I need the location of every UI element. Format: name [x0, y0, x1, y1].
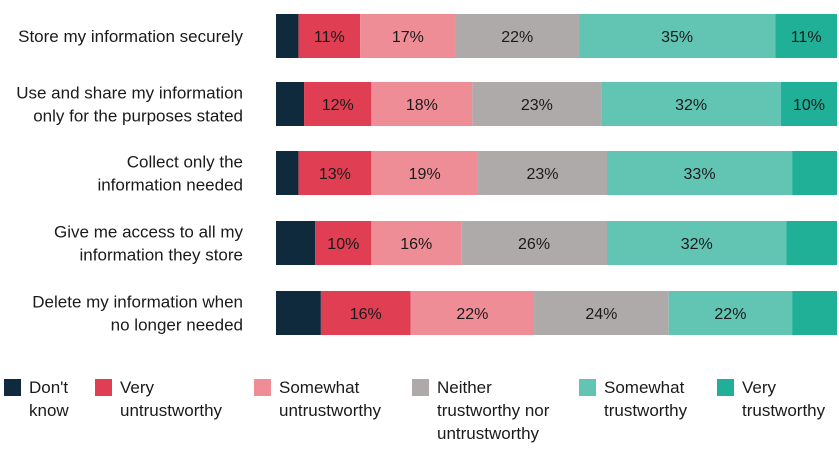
bar-segment	[320, 291, 411, 335]
bar-segment	[606, 221, 787, 265]
bar-segment	[410, 291, 535, 335]
bar-segment	[606, 151, 793, 195]
legend-item-neither: Neither trustworthy nor untrustworthy	[412, 376, 549, 445]
legend: Don't know Very untrustworthy Somewhat u…	[0, 376, 839, 452]
data-label: 24%	[585, 306, 617, 323]
legend-item-very-untrustworthy: Very untrustworthy	[95, 376, 222, 422]
data-label: 32%	[681, 236, 713, 253]
category-label: Collect only the information needed	[97, 153, 243, 195]
bar-segment	[276, 82, 305, 126]
category-label: Delete my information when no longer need…	[32, 293, 243, 335]
legend-label: Neither trustworthy nor untrustworthy	[437, 378, 550, 443]
bar-segment	[775, 14, 837, 58]
bar-segment	[792, 291, 837, 335]
legend-swatch	[412, 379, 429, 396]
data-label: 23%	[521, 97, 553, 114]
data-label: 22%	[714, 306, 746, 323]
bar-segment	[578, 14, 776, 58]
legend-label: Somewhat untrustworthy	[279, 378, 382, 420]
data-label: 17%	[392, 29, 424, 46]
legend-swatch	[579, 379, 596, 396]
data-label: 10%	[327, 236, 359, 253]
bar-segment	[360, 14, 456, 58]
bar-segment	[276, 221, 316, 265]
legend-item-very-trustworthy: Very trustworthy	[717, 376, 825, 422]
bar-segment	[455, 14, 579, 58]
bar-segment	[371, 82, 473, 126]
data-label: 16%	[350, 306, 382, 323]
bar-segment	[371, 221, 462, 265]
legend-swatch	[254, 379, 271, 396]
category-label: Use and share my information only for the…	[16, 84, 243, 126]
category-label: Store my information securely	[18, 27, 243, 46]
bar-segment	[534, 291, 669, 335]
bar-segment	[276, 291, 321, 335]
data-label: 22%	[456, 306, 488, 323]
data-label: 18%	[406, 97, 438, 114]
legend-swatch	[95, 379, 112, 396]
data-label: 13%	[319, 166, 351, 183]
legend-item-dont-know: Don't know	[4, 376, 69, 422]
legend-swatch	[717, 379, 734, 396]
bar-segment	[304, 82, 372, 126]
data-label: 12%	[322, 97, 354, 114]
bar-segment	[472, 82, 602, 126]
data-label: 26%	[518, 236, 550, 253]
bar-segment	[786, 221, 837, 265]
bar-segment	[792, 151, 837, 195]
legend-swatch	[4, 379, 21, 396]
legend-label: Very trustworthy	[742, 378, 826, 420]
bar-segment	[315, 221, 372, 265]
data-label: 16%	[400, 236, 432, 253]
bar-segment	[276, 151, 299, 195]
bar-segment	[276, 14, 299, 58]
data-label: 10%	[793, 97, 825, 114]
data-label: 22%	[501, 29, 533, 46]
stacked-bar-chart: Store my information securely 11% 17% 22% 35…	[16, 14, 837, 335]
data-label: 19%	[409, 166, 441, 183]
data-label: 11%	[791, 29, 822, 46]
bar-segment	[477, 151, 607, 195]
bar-segment	[461, 221, 607, 265]
legend-item-somewhat-untrustworthy: Somewhat untrustworthy	[254, 376, 381, 422]
bar-segment	[298, 151, 372, 195]
data-label: 23%	[526, 166, 558, 183]
bar-segment	[601, 82, 781, 126]
bar-segment	[371, 151, 478, 195]
data-label: 11%	[314, 29, 345, 46]
legend-item-somewhat-trustworthy: Somewhat trustworthy	[579, 376, 687, 422]
bar-segment	[780, 82, 837, 126]
data-label: 35%	[661, 29, 693, 46]
data-label: 32%	[675, 97, 707, 114]
bar-segment	[298, 14, 361, 58]
category-label: Give me access to all my information they…	[54, 223, 243, 265]
bar-segment	[668, 291, 793, 335]
legend-label: Somewhat trustworthy	[604, 378, 688, 420]
data-label: 33%	[684, 166, 716, 183]
legend-label: Don't know	[29, 378, 69, 420]
legend-label: Very untrustworthy	[120, 378, 223, 420]
